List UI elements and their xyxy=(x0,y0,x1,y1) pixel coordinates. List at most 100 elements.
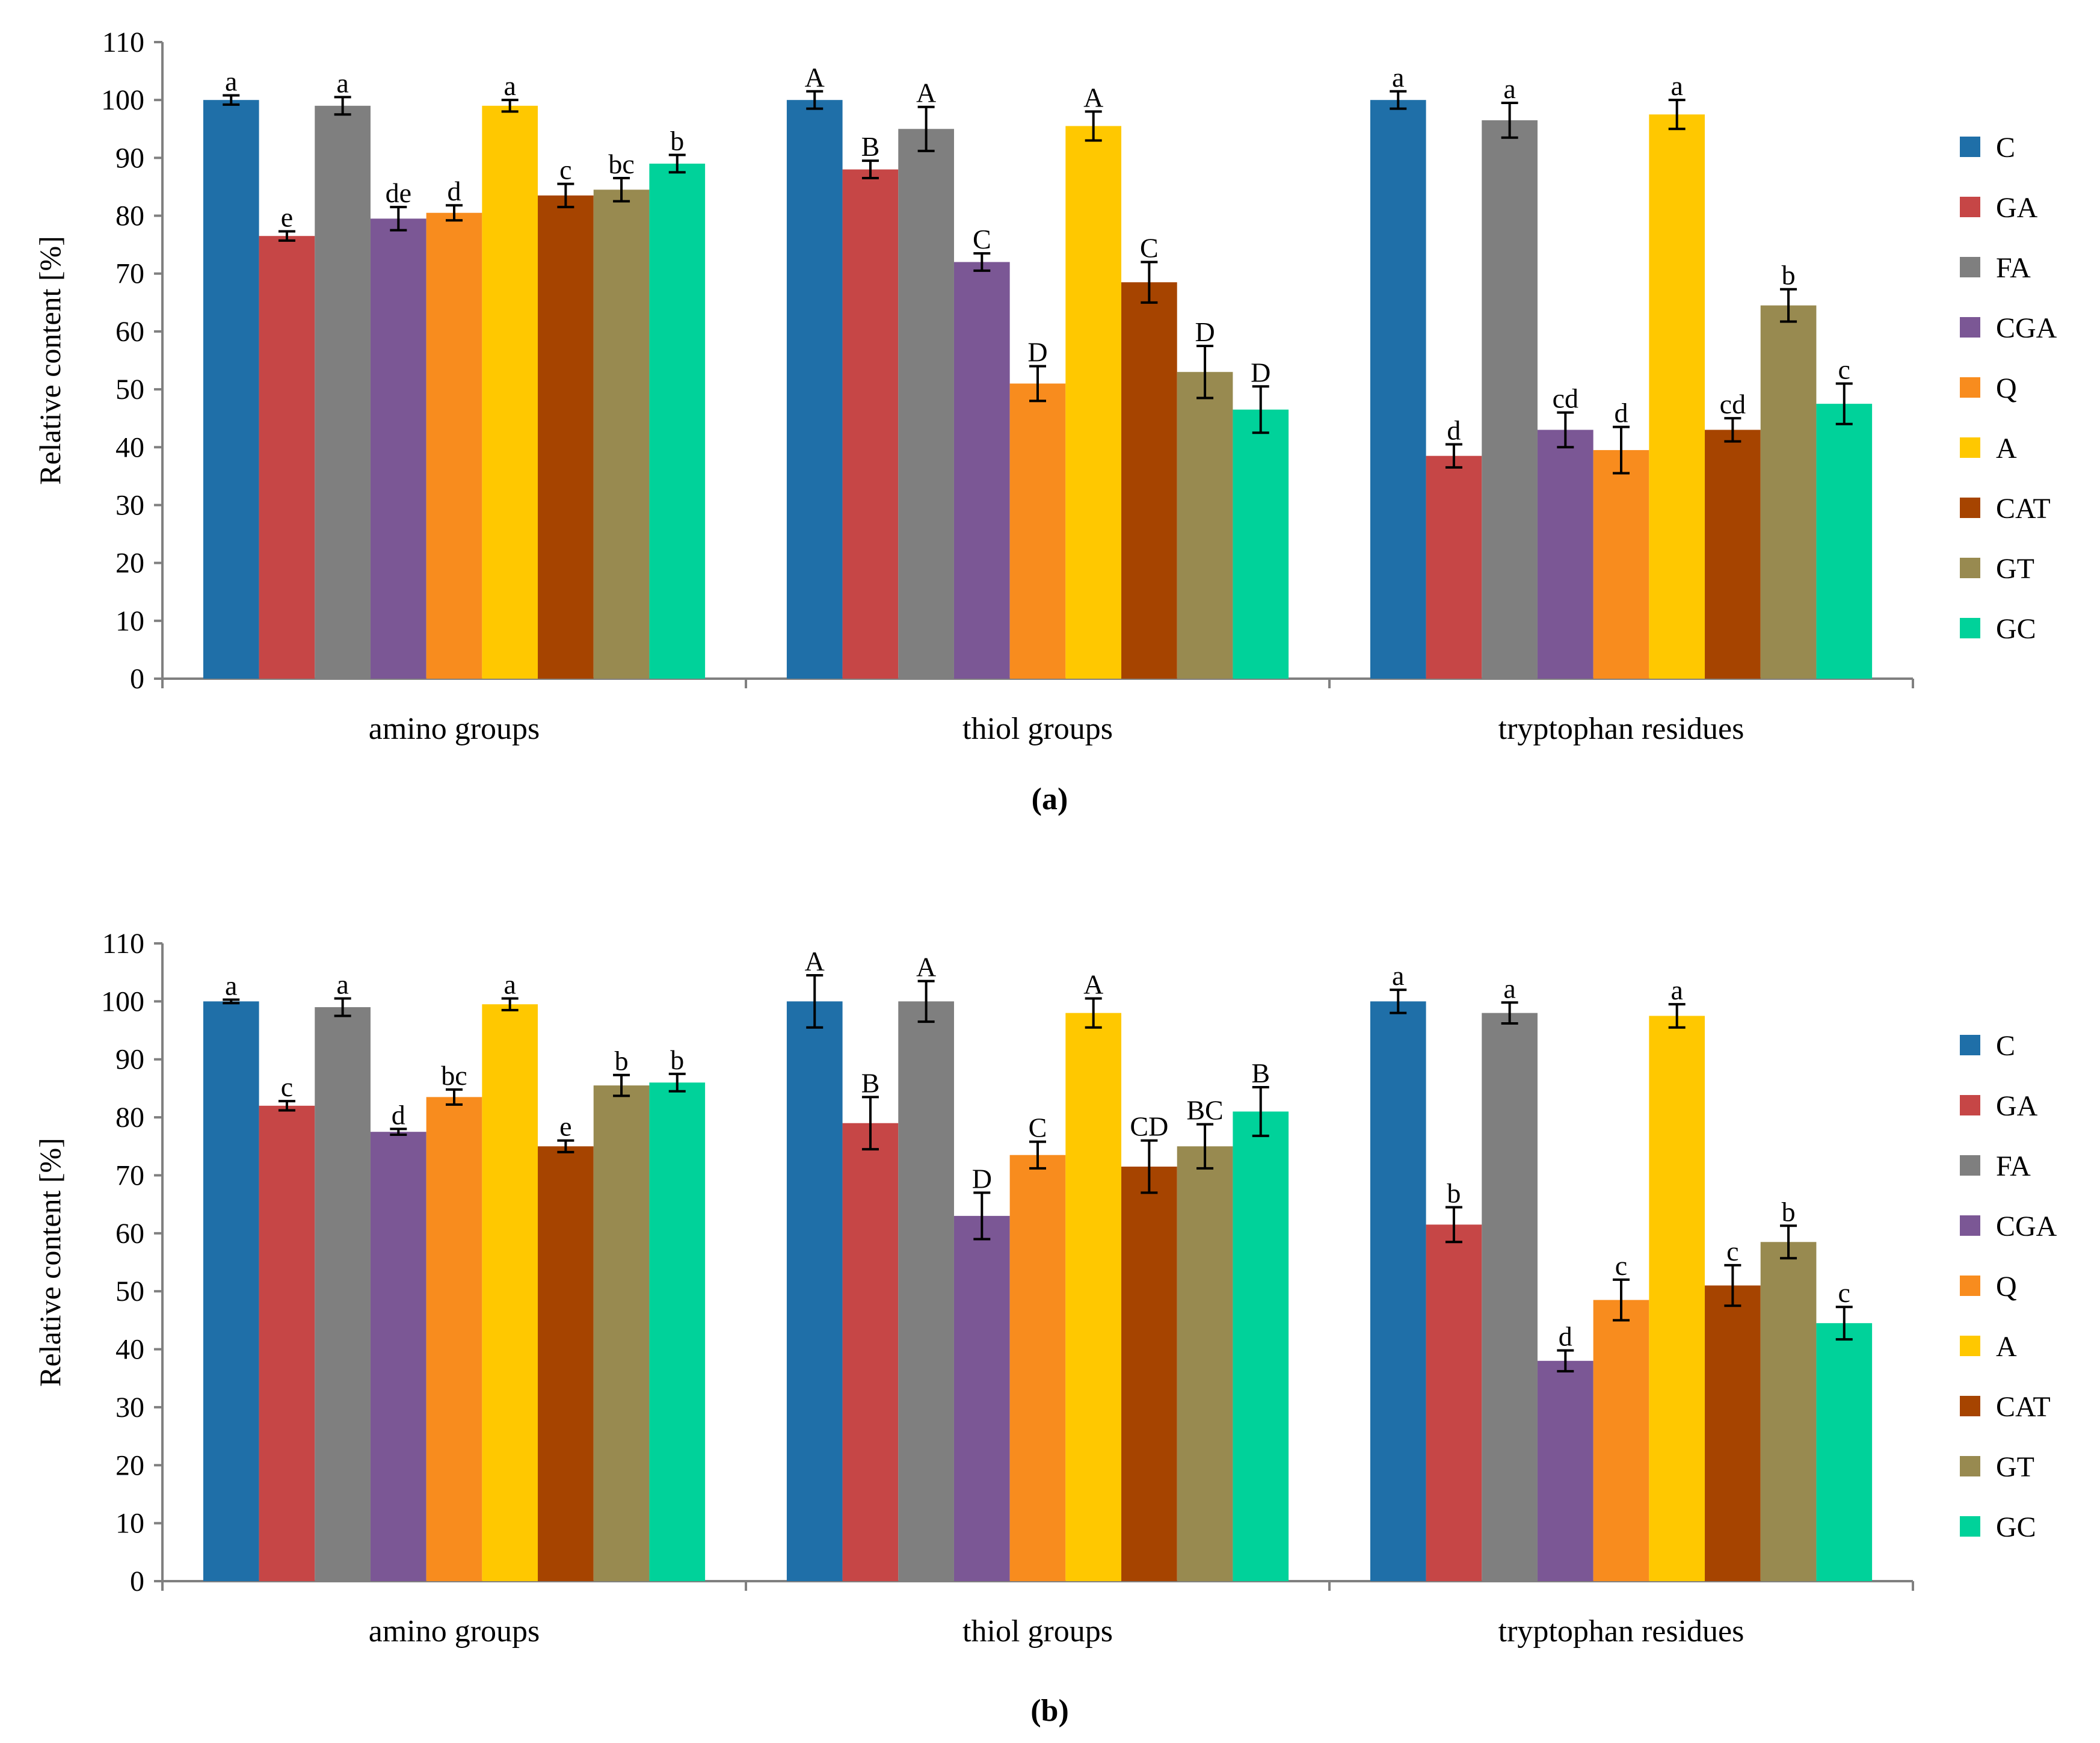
y-tick-label: 40 xyxy=(115,431,144,463)
significance-label: C xyxy=(973,224,991,255)
legend-swatch-Q xyxy=(1960,1276,1980,1296)
bar-GC xyxy=(649,1082,706,1581)
x-category-label: tryptophan residues xyxy=(1498,1614,1744,1649)
y-tick-label: 20 xyxy=(115,548,144,579)
significance-label: D xyxy=(1027,337,1047,368)
legend-swatch-GA xyxy=(1960,1095,1980,1115)
significance-label: bc xyxy=(441,1060,467,1091)
y-tick-label: 20 xyxy=(115,1449,144,1481)
significance-label: d xyxy=(448,176,461,206)
significance-label: a xyxy=(1392,62,1404,93)
significance-label: a xyxy=(1503,73,1515,104)
legend-label-CAT: CAT xyxy=(1996,493,2051,525)
significance-label: c xyxy=(559,155,571,185)
significance-label: a xyxy=(336,67,348,98)
y-axis-title: Relative content [%] xyxy=(33,236,67,485)
significance-label: cd xyxy=(1553,383,1578,414)
bar-CAT xyxy=(538,195,594,679)
significance-label: C xyxy=(1029,1112,1047,1143)
x-category-label: tryptophan residues xyxy=(1498,712,1744,746)
bar-Q xyxy=(426,1097,482,1581)
bar-GT xyxy=(1177,372,1233,679)
significance-label: BC xyxy=(1186,1095,1223,1126)
legend-swatch-GT xyxy=(1960,1456,1980,1476)
bar-C xyxy=(1370,1001,1426,1581)
bar-CGA xyxy=(1537,1360,1593,1581)
bar-GA xyxy=(842,1123,899,1581)
significance-label: a xyxy=(225,970,237,1001)
legend-swatch-GC xyxy=(1960,1516,1980,1537)
y-tick-label: 10 xyxy=(115,605,144,637)
significance-label: A xyxy=(805,62,825,93)
bar-FA xyxy=(315,105,371,679)
significance-label: d xyxy=(392,1099,405,1130)
significance-label: A xyxy=(1083,969,1103,1000)
x-category-label: thiol groups xyxy=(962,712,1113,746)
significance-label: a xyxy=(1503,973,1515,1004)
y-tick-label: 50 xyxy=(115,1276,144,1307)
bar-GT xyxy=(593,1085,650,1581)
significance-label: A xyxy=(916,78,936,108)
y-tick-label: 30 xyxy=(115,1392,144,1424)
significance-label: a xyxy=(1670,975,1683,1005)
bar-C xyxy=(786,1001,843,1581)
significance-label: e xyxy=(559,1111,571,1142)
significance-label: c xyxy=(1838,354,1850,384)
bar-GC xyxy=(1233,409,1289,679)
legend-swatch-GC xyxy=(1960,618,1980,638)
x-category-label: amino groups xyxy=(369,1614,540,1649)
panel-label: (a) xyxy=(1032,782,1068,816)
legend-swatch-CGA xyxy=(1960,317,1980,338)
bar-GA xyxy=(259,1105,315,1581)
significance-label: bc xyxy=(608,149,634,179)
legend-label-Q: Q xyxy=(1996,372,2017,404)
legend-label-GC: GC xyxy=(1996,1511,2036,1543)
bar-GC xyxy=(1816,404,1873,679)
legend-label-GT: GT xyxy=(1996,1451,2034,1483)
significance-label: D xyxy=(1251,357,1270,387)
x-category-label: thiol groups xyxy=(962,1614,1113,1649)
y-tick-label: 40 xyxy=(115,1334,144,1366)
y-tick-label: 60 xyxy=(115,316,144,348)
bar-GA xyxy=(842,169,899,679)
significance-label: a xyxy=(1392,960,1404,991)
significance-label: b xyxy=(1782,1196,1796,1227)
significance-label: c xyxy=(1838,1277,1850,1308)
legend-label-C: C xyxy=(1996,1030,2015,1062)
significance-label: d xyxy=(1447,415,1461,445)
bar-FA xyxy=(898,1001,954,1581)
y-tick-label: 50 xyxy=(115,374,144,406)
y-tick-label: 60 xyxy=(115,1218,144,1250)
legend-swatch-C xyxy=(1960,1035,1980,1055)
bar-CGA xyxy=(953,262,1010,679)
significance-label: a xyxy=(225,66,237,96)
bar-A xyxy=(1065,126,1122,679)
legend-swatch-CAT xyxy=(1960,1396,1980,1416)
legend-swatch-Q xyxy=(1960,377,1980,398)
chart-panel-b: 0 10 20 30 40 50 60 70 80 90 100 110 Relative conten… xyxy=(33,928,2057,1728)
legend-label-Q: Q xyxy=(1996,1271,2017,1303)
bar-GA xyxy=(1426,455,1482,679)
bar-A xyxy=(1649,1016,1705,1581)
y-tick-label: 100 xyxy=(101,986,144,1017)
bar-CAT xyxy=(1705,1285,1761,1581)
bar-CAT xyxy=(538,1146,594,1581)
legend-swatch-C xyxy=(1960,137,1980,157)
y-tick-label: 30 xyxy=(115,489,144,521)
bar-FA xyxy=(898,129,954,679)
significance-label: cd xyxy=(1720,389,1746,419)
legend-label-CGA: CGA xyxy=(1996,1211,2057,1242)
bar-A xyxy=(482,105,538,679)
bar-Q xyxy=(1009,1155,1066,1581)
significance-label: c xyxy=(1726,1236,1738,1266)
bar-GC xyxy=(1233,1111,1289,1581)
bar-CGA xyxy=(370,1132,426,1581)
bar-A xyxy=(1065,1013,1122,1581)
significance-label: D xyxy=(1195,316,1215,347)
legend-label-A: A xyxy=(1996,1331,2017,1363)
significance-label: CD xyxy=(1130,1111,1168,1142)
bar-GT xyxy=(1177,1146,1233,1581)
legend-label-CAT: CAT xyxy=(1996,1391,2051,1423)
legend-swatch-CAT xyxy=(1960,498,1980,518)
